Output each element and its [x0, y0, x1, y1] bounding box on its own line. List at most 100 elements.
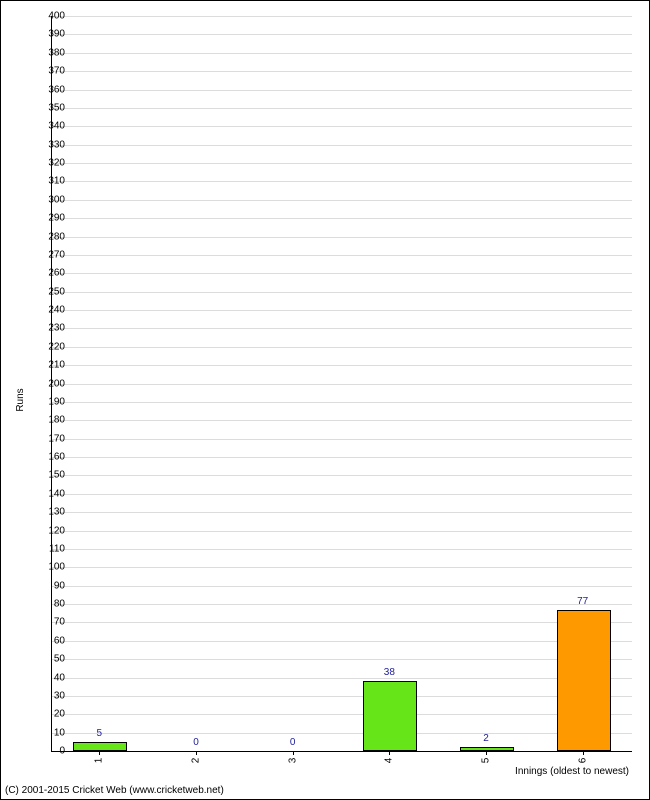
y-tick-label: 100 [35, 562, 65, 573]
y-tick-label: 110 [35, 543, 65, 554]
y-tick-label: 160 [35, 452, 65, 463]
gridline [52, 255, 632, 256]
y-tick-label: 300 [35, 194, 65, 205]
gridline [52, 457, 632, 458]
y-tick-label: 240 [35, 305, 65, 316]
y-tick-label: 370 [35, 66, 65, 77]
y-tick-label: 0 [35, 746, 65, 757]
gridline [52, 384, 632, 385]
x-tick-label: 2 [191, 751, 202, 771]
y-tick-label: 340 [35, 121, 65, 132]
gridline [52, 549, 632, 550]
gridline [52, 567, 632, 568]
chart-container: Runs Innings (oldest to newest) (C) 2001… [0, 0, 650, 800]
y-tick-label: 380 [35, 47, 65, 58]
gridline [52, 714, 632, 715]
gridline [52, 126, 632, 127]
y-tick-label: 400 [35, 11, 65, 22]
gridline [52, 475, 632, 476]
y-tick-label: 50 [35, 654, 65, 665]
y-tick-label: 150 [35, 470, 65, 481]
gridline [52, 292, 632, 293]
gridline [52, 328, 632, 329]
bar [363, 681, 417, 751]
gridline [52, 163, 632, 164]
gridline [52, 733, 632, 734]
y-tick-label: 20 [35, 709, 65, 720]
bar [557, 610, 611, 751]
gridline [52, 604, 632, 605]
x-tick-label: 6 [577, 751, 588, 771]
y-tick-label: 130 [35, 507, 65, 518]
y-tick-label: 320 [35, 158, 65, 169]
y-tick-label: 140 [35, 488, 65, 499]
bar-value-label: 0 [290, 737, 296, 748]
x-axis-label: Innings (oldest to newest) [515, 766, 629, 777]
y-tick-label: 220 [35, 341, 65, 352]
plot-area [51, 16, 632, 752]
x-tick-label: 3 [287, 751, 298, 771]
gridline [52, 108, 632, 109]
gridline [52, 678, 632, 679]
y-tick-label: 200 [35, 378, 65, 389]
y-axis-label: Runs [15, 388, 26, 411]
y-tick-label: 40 [35, 672, 65, 683]
y-tick-label: 310 [35, 176, 65, 187]
gridline [52, 439, 632, 440]
gridline [52, 237, 632, 238]
y-tick-label: 280 [35, 231, 65, 242]
y-tick-label: 60 [35, 635, 65, 646]
y-tick-label: 230 [35, 323, 65, 334]
y-tick-label: 330 [35, 139, 65, 150]
gridline [52, 365, 632, 366]
y-tick-label: 10 [35, 727, 65, 738]
y-tick-label: 30 [35, 690, 65, 701]
gridline [52, 347, 632, 348]
gridline [52, 34, 632, 35]
gridline [52, 218, 632, 219]
gridline [52, 71, 632, 72]
gridline [52, 641, 632, 642]
x-tick-label: 4 [384, 751, 395, 771]
bar-value-label: 0 [193, 737, 199, 748]
gridline [52, 16, 632, 17]
gridline [52, 90, 632, 91]
y-tick-label: 270 [35, 249, 65, 260]
gridline [52, 420, 632, 421]
x-tick-label: 5 [481, 751, 492, 771]
y-tick-label: 360 [35, 84, 65, 95]
bar-value-label: 2 [483, 733, 489, 744]
gridline [52, 402, 632, 403]
copyright-text: (C) 2001-2015 Cricket Web (www.cricketwe… [5, 785, 224, 796]
gridline [52, 145, 632, 146]
gridline [52, 659, 632, 660]
y-tick-label: 350 [35, 102, 65, 113]
gridline [52, 512, 632, 513]
bar-value-label: 5 [97, 728, 103, 739]
y-tick-label: 80 [35, 599, 65, 610]
gridline [52, 181, 632, 182]
gridline [52, 200, 632, 201]
y-tick-label: 120 [35, 525, 65, 536]
gridline [52, 531, 632, 532]
gridline [52, 53, 632, 54]
y-tick-label: 260 [35, 268, 65, 279]
gridline [52, 622, 632, 623]
gridline [52, 310, 632, 311]
y-tick-label: 290 [35, 213, 65, 224]
bar-value-label: 77 [577, 596, 588, 607]
y-tick-label: 90 [35, 580, 65, 591]
gridline [52, 586, 632, 587]
y-tick-label: 70 [35, 617, 65, 628]
gridline [52, 494, 632, 495]
gridline [52, 696, 632, 697]
y-tick-label: 180 [35, 415, 65, 426]
y-tick-label: 390 [35, 29, 65, 40]
y-tick-label: 170 [35, 433, 65, 444]
bar-value-label: 38 [384, 667, 395, 678]
y-tick-label: 210 [35, 360, 65, 371]
y-tick-label: 250 [35, 286, 65, 297]
gridline [52, 273, 632, 274]
x-tick-label: 1 [94, 751, 105, 771]
y-tick-label: 190 [35, 396, 65, 407]
